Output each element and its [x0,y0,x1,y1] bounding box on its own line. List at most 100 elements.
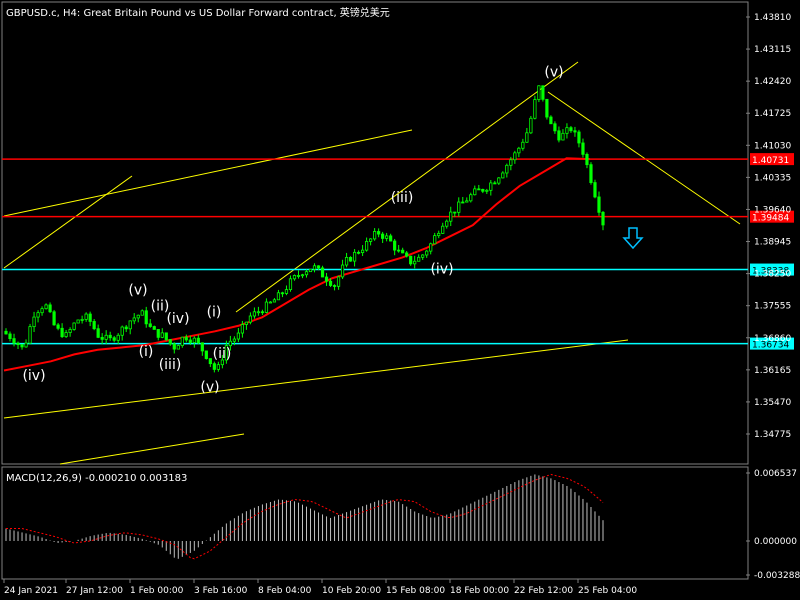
candle-body [40,308,44,314]
trendline [3,339,629,419]
candle-body [156,329,160,338]
down-arrow-shape [622,227,644,250]
candle-body [365,241,369,251]
candle-body [328,280,333,286]
macd-histogram [5,473,604,560]
candle-body [64,332,68,338]
candle-body [240,324,244,334]
candle-body [80,319,84,321]
candle-body [264,301,269,313]
candle-body [44,304,48,310]
price-tick-label: 1.43810 [754,13,791,23]
candle-body [168,339,172,345]
candle-body [377,231,381,235]
price-axis: 1.43810 1.43115 1.42420 1.41725 1.41030 1.403… [746,13,791,440]
candle-body [100,336,104,340]
trendline [235,61,579,313]
candle-body [48,304,52,313]
candle-body [192,337,196,343]
price-tick-label: 1.39640 [754,205,791,215]
candle-body [344,256,349,266]
wave-label: (iii) [159,357,182,373]
price-tick-label: 1.36860 [754,334,791,344]
candle-body [336,276,341,287]
candle-body [180,336,184,346]
time-tick-label: 1 Feb 00:00 [130,586,184,596]
candle-body [356,251,361,254]
candle-body [441,225,445,234]
time-axis: 24 Jan 2021 27 Jan 12:00 1 Feb 00:00 3 Feb … [3,579,637,596]
level-label: 1.40731 [752,156,789,166]
candle-body [561,132,565,141]
level-label: 1.39484 [752,214,789,224]
wave-labels: (iv)(v)(ii)(iv)(i)(iii)(i)(ii)(v)(iii)(i… [22,65,563,396]
candle-body [433,235,437,245]
ma-line [3,157,591,372]
price-tick-label: 1.37555 [754,302,791,312]
candle-body [84,313,88,320]
horizontal-levels: 1.40731 1.39484 1.38338 1.36734 [2,153,794,351]
time-tick-label: 10 Feb 20:00 [322,586,381,596]
candle-body [72,322,76,330]
candle-body [473,188,477,196]
candle-body [529,117,533,134]
candle-body [589,164,593,183]
candle-body [248,315,253,323]
price-tick-label: 1.36165 [754,366,791,376]
wave-label: (v) [200,379,219,395]
level-tag [750,153,794,166]
price-tick-label: 1.42420 [754,77,791,87]
candle-body [332,285,337,287]
main-panel-frame [1,1,749,465]
candle-body [108,334,112,339]
candle-body [20,344,24,348]
candle-body [481,188,485,192]
candle-body [437,232,441,237]
candle-body [525,132,529,143]
price-tick-label: 1.38945 [754,238,791,248]
candle-body [60,327,64,338]
candle-body [140,310,144,316]
candle-body [360,249,365,254]
candle-body [260,311,265,314]
candle-body [92,321,96,330]
wave-label: (v) [544,65,563,81]
candle-body [601,211,605,226]
macd-tick-label: 0.006537 [754,469,797,479]
candle-body [228,340,232,347]
candle-body [268,301,273,304]
chart-title: GBPUSD.c, H4: Great Britain Pound vs US … [6,8,390,19]
candle-body [513,152,517,161]
price-tick-label: 1.40335 [754,173,791,183]
time-tick-label: 24 Jan 2021 [4,586,58,596]
candle-body [76,319,80,324]
wave-label: (i) [139,344,154,360]
time-tick-label: 8 Feb 04:00 [258,586,312,596]
candle-body [176,345,180,350]
candle-body [497,177,501,184]
candle-body [272,299,277,303]
candle-body [521,141,525,149]
candle-body [128,320,132,330]
wave-label: (iv) [430,262,453,278]
candle-body [112,337,116,341]
price-tick-label: 1.38250 [754,270,791,280]
candle-body [296,275,301,277]
candle-body [401,249,405,254]
candle-body [465,200,469,203]
candle-body [188,339,192,343]
candle-body [208,358,212,365]
candle-body [409,255,413,265]
candle-body [425,250,429,256]
candle-body [573,130,577,133]
trendline [547,91,741,225]
candle-body [553,123,557,132]
candle-body [300,274,305,277]
trendline [3,129,413,217]
main-panel [1,1,749,465]
candle-body [184,336,188,341]
moving-average [3,157,591,372]
wave-label: (ii) [213,346,232,362]
candle-body [16,342,20,346]
